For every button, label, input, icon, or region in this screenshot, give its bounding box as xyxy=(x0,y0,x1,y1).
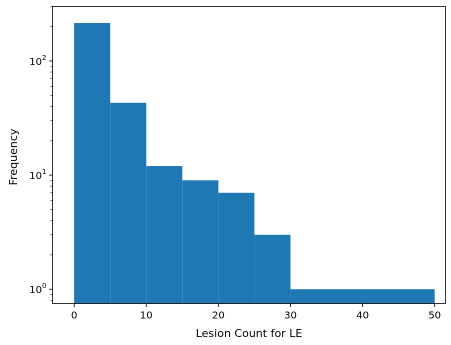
x-axis-label: Lesion Count for LE xyxy=(196,327,303,340)
histogram-bar-0 xyxy=(74,23,111,304)
histogram-bar-1 xyxy=(110,102,147,304)
y-tick-label-base: 10 xyxy=(29,171,42,182)
y-tick-label: 102 xyxy=(29,54,46,68)
y-tick-label: 101 xyxy=(29,168,46,182)
y-tick-label-base: 10 xyxy=(29,285,42,296)
histogram-bar-3 xyxy=(182,180,219,304)
y-tick-label: 100 xyxy=(29,282,46,296)
y-tick-label-exponent: 1 xyxy=(42,168,46,176)
x-tick-label: 0 xyxy=(71,311,77,322)
histogram-bar-2 xyxy=(146,166,183,304)
y-tick-label-base: 10 xyxy=(29,57,42,68)
y-tick-label-exponent: 0 xyxy=(42,282,46,290)
y-axis-label: Frequency xyxy=(7,128,20,185)
x-tick-label: 20 xyxy=(212,311,225,322)
x-tick-label: 10 xyxy=(140,311,153,322)
x-axis-ticks: 0 10 20 30 40 50 xyxy=(71,303,441,322)
histogram-bar-5 xyxy=(254,234,291,304)
x-tick-label: 30 xyxy=(284,311,297,322)
bars-group xyxy=(74,23,435,304)
x-tick-label: 50 xyxy=(428,311,441,322)
histogram-bar-4 xyxy=(218,192,255,304)
x-tick-label: 40 xyxy=(356,311,369,322)
y-tick-label-exponent: 2 xyxy=(42,54,46,62)
histogram-bar-6 xyxy=(290,289,435,304)
plot-frame xyxy=(52,6,446,304)
